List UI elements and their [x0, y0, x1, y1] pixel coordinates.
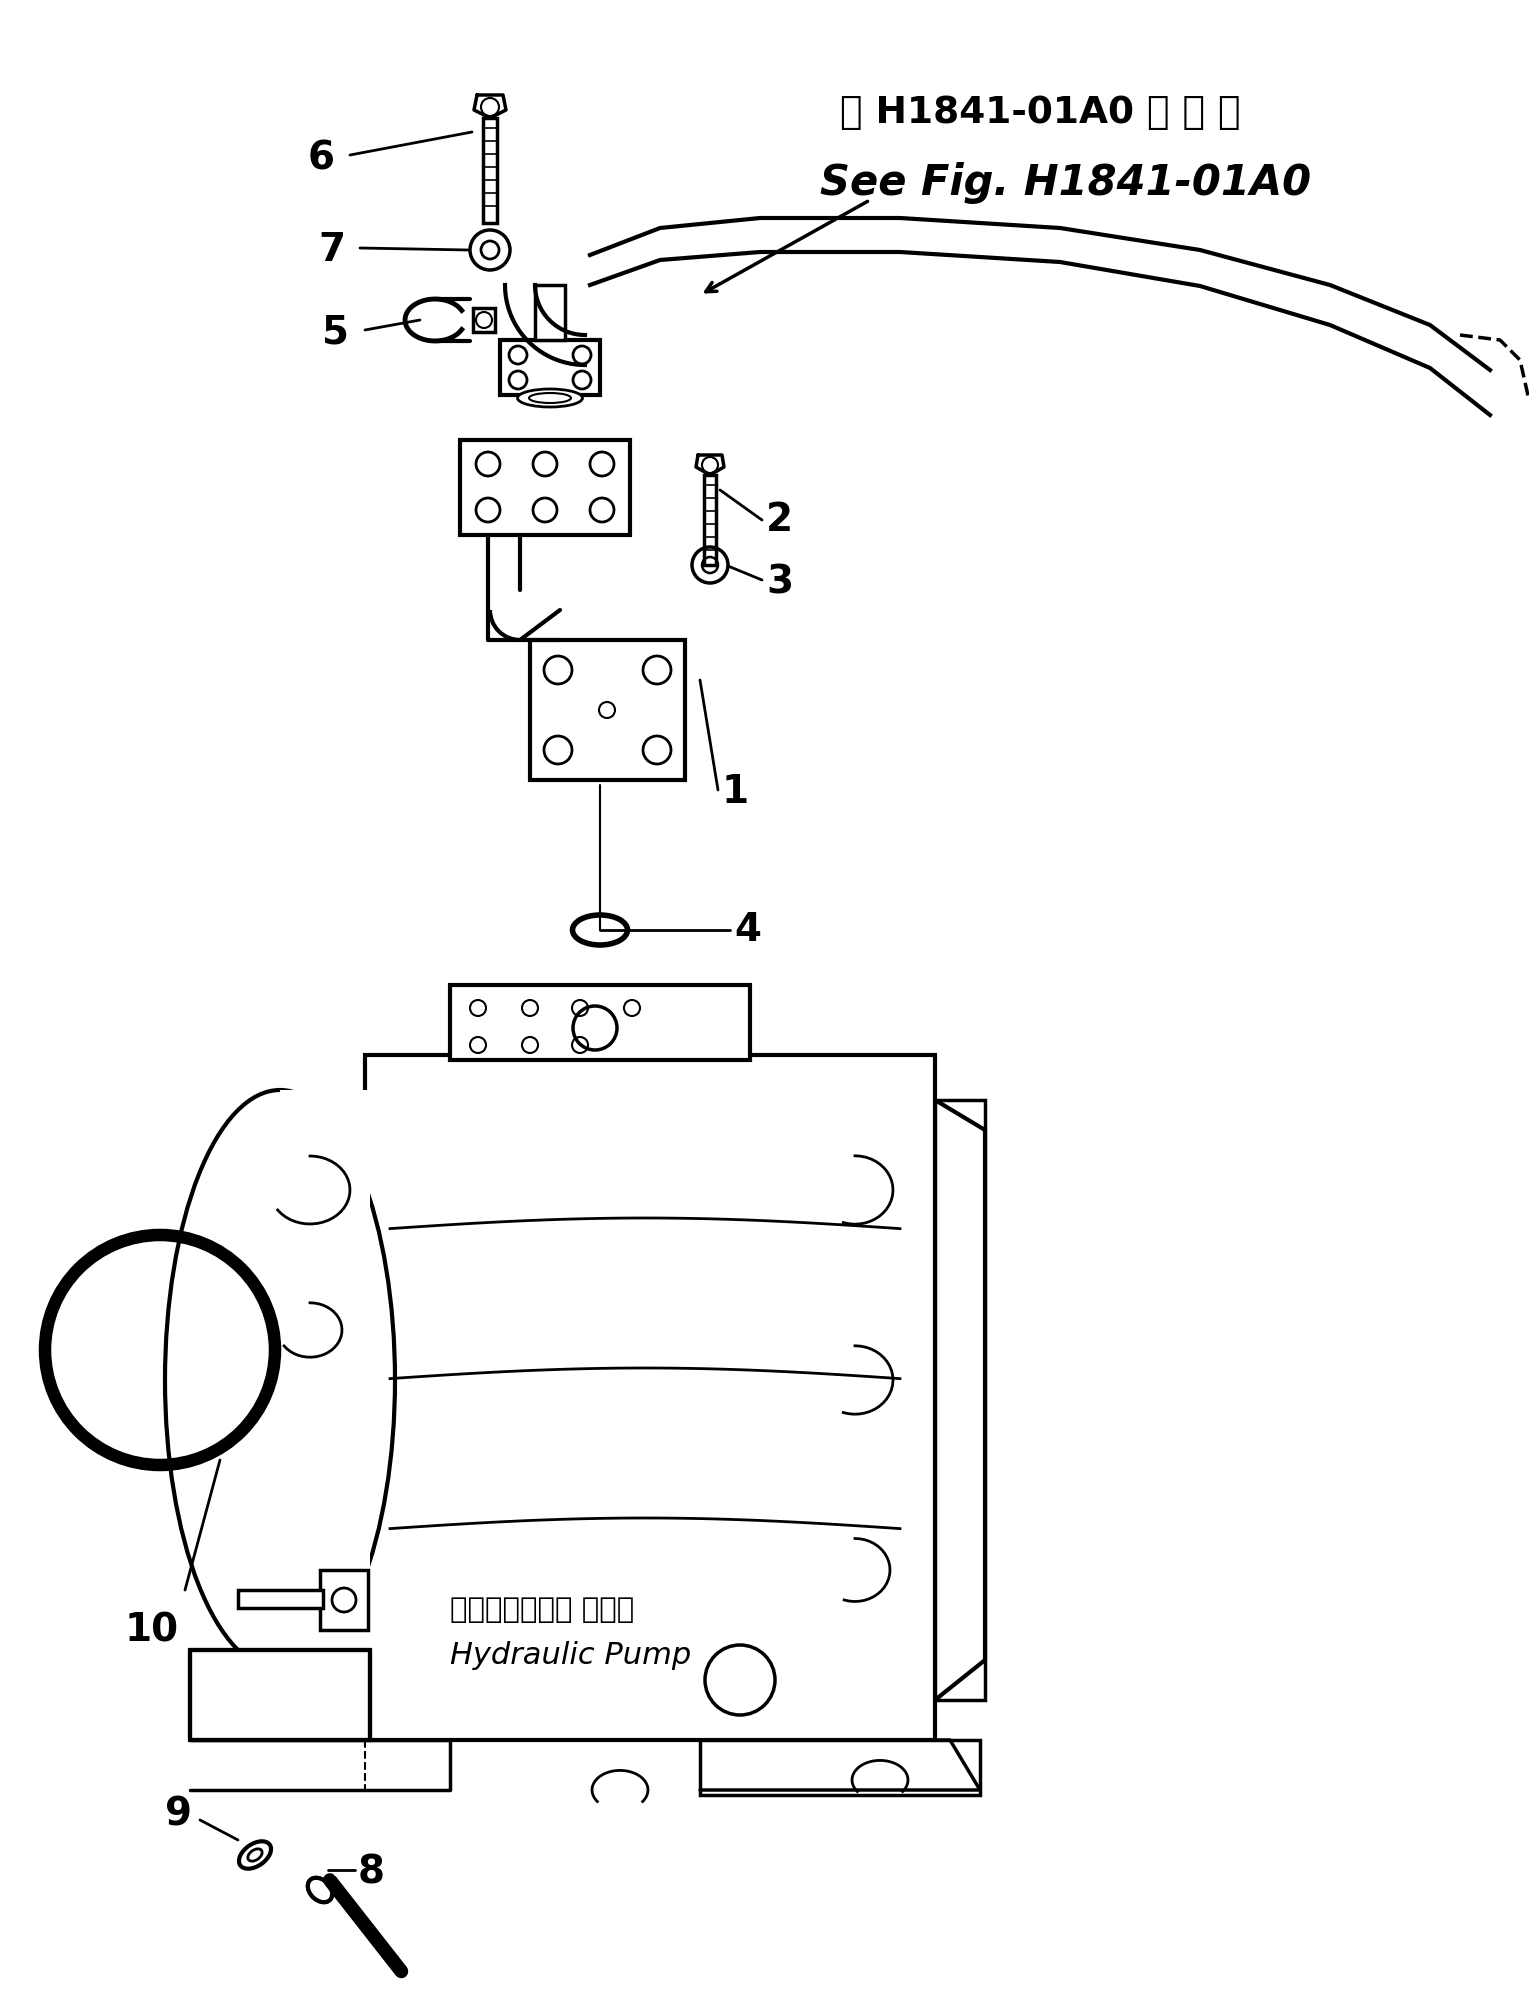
Bar — [190, 1649, 370, 1741]
Text: 3: 3 — [766, 562, 794, 600]
Bar — [531, 640, 685, 780]
Text: 5: 5 — [323, 313, 349, 351]
Text: 2: 2 — [766, 500, 794, 538]
Text: 8: 8 — [358, 1852, 385, 1890]
Ellipse shape — [165, 1091, 394, 1671]
Text: 7: 7 — [318, 231, 346, 269]
Text: 10: 10 — [125, 1611, 179, 1649]
Ellipse shape — [307, 1878, 332, 1902]
Ellipse shape — [517, 389, 583, 407]
Bar — [320, 1569, 368, 1629]
Bar — [450, 985, 751, 1061]
Bar — [365, 1055, 936, 1741]
Bar — [483, 118, 497, 223]
Bar — [280, 1091, 370, 1671]
Text: ハイドロリック ポンプ: ハイドロリック ポンプ — [450, 1595, 635, 1623]
Bar — [703, 475, 716, 564]
Bar — [700, 1741, 980, 1795]
Bar — [535, 285, 566, 341]
Bar — [460, 441, 630, 534]
Text: 6: 6 — [307, 140, 335, 177]
Bar — [239, 1589, 323, 1607]
Text: 4: 4 — [734, 911, 761, 949]
Text: See Fig. H1841-01A0: See Fig. H1841-01A0 — [820, 162, 1312, 203]
Bar — [500, 341, 599, 395]
Text: 1: 1 — [722, 774, 749, 812]
Ellipse shape — [239, 1840, 271, 1868]
Ellipse shape — [307, 1878, 332, 1902]
Circle shape — [573, 1007, 618, 1051]
Text: 9: 9 — [165, 1797, 193, 1834]
Text: 第 H1841-01A0 図 参 照: 第 H1841-01A0 図 参 照 — [839, 96, 1240, 132]
Bar — [472, 307, 495, 331]
Text: Hydraulic Pump: Hydraulic Pump — [450, 1641, 691, 1669]
Bar — [936, 1101, 985, 1701]
